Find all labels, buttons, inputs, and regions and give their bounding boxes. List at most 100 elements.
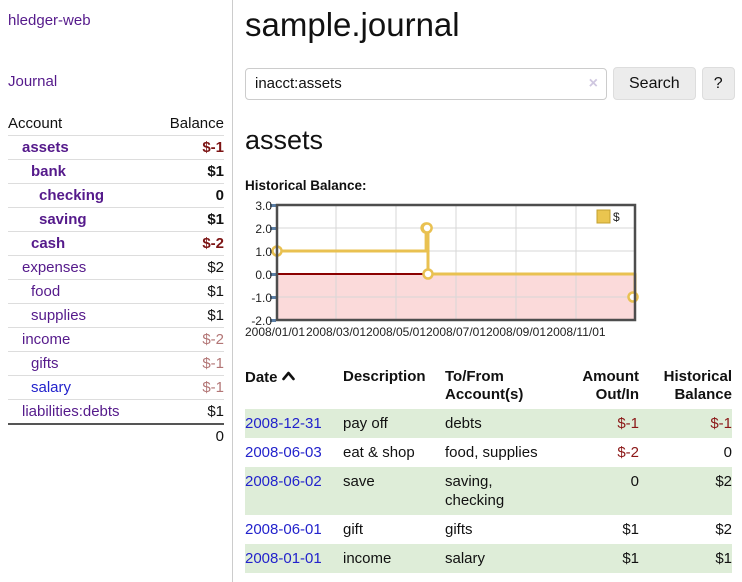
account-balance: 0	[153, 183, 224, 208]
account-link-expenses[interactable]: expenses	[22, 259, 87, 276]
svg-text:2008/11/01: 2008/11/01	[546, 325, 605, 339]
chart-title: Historical Balance:	[245, 178, 367, 193]
transaction-accounts: saving, checking	[445, 473, 505, 509]
account-link-assets[interactable]: assets	[22, 139, 69, 156]
transaction-accounts: food, supplies	[445, 444, 538, 461]
account-balance: $1	[153, 303, 224, 328]
account-balance: $-1	[153, 135, 224, 160]
clear-search-icon[interactable]: ×	[588, 74, 598, 92]
account-balance: $2	[153, 255, 224, 280]
transaction-description: pay off	[343, 415, 388, 432]
account-balance: $-1	[153, 375, 224, 400]
transaction-date-link[interactable]: 2008-12-31	[245, 415, 322, 432]
svg-text:1.0: 1.0	[255, 245, 272, 259]
account-balance: $1	[153, 279, 224, 304]
transaction-description: save	[343, 473, 375, 490]
transaction-description: eat & shop	[343, 444, 415, 461]
search-input[interactable]	[245, 67, 607, 100]
account-row: bank $1	[8, 159, 224, 184]
account-row: cash $-2	[8, 231, 224, 256]
header-historical-balance: Historical Balance	[663, 368, 732, 403]
register-header-row: Date Description To/From Account(s) Amou…	[245, 365, 732, 409]
svg-text:-2.0: -2.0	[251, 314, 272, 328]
transaction-date-link[interactable]: 2008-06-02	[245, 473, 322, 490]
account-link-salary[interactable]: salary	[31, 379, 72, 396]
help-button[interactable]: ?	[701, 67, 735, 100]
account-balance: $1	[153, 159, 224, 184]
transaction-date-link[interactable]: 2008-06-01	[245, 521, 322, 538]
svg-text:0.0: 0.0	[255, 268, 272, 282]
account-row: liabilities:debts $1	[8, 399, 224, 424]
account-link-supplies[interactable]: supplies	[31, 307, 87, 324]
header-amount-outin: Amount Out/In	[582, 368, 639, 403]
balance-chart: $ 3.0 2.0 1.0 0.0 -1.0 -2.0 2008/01/01 2…	[245, 199, 742, 345]
account-row: saving $1	[8, 207, 224, 232]
account-balance: $-1	[153, 351, 224, 376]
svg-text:2.0: 2.0	[255, 222, 272, 236]
register-table: Date Description To/From Account(s) Amou…	[245, 365, 732, 573]
nav-journal-link[interactable]: Journal	[8, 73, 58, 90]
transaction-balance: $2	[715, 473, 732, 490]
legend-label: $	[613, 210, 620, 224]
svg-text:-1.0: -1.0	[251, 291, 272, 305]
legend-swatch	[596, 209, 611, 224]
account-balance: $1	[153, 399, 224, 424]
accounts-total-row: 0	[8, 423, 224, 448]
svg-text:3.0: 3.0	[255, 199, 272, 213]
transaction-row: 2008-06-03 eat & shop food, supplies $-2…	[245, 438, 732, 467]
account-row: supplies $1	[8, 303, 224, 328]
header-description: Description	[343, 368, 426, 385]
transaction-amount: $1	[622, 521, 639, 538]
transaction-accounts: salary	[445, 550, 486, 567]
account-link-income[interactable]: income	[22, 331, 71, 348]
account-link-bank[interactable]: bank	[31, 163, 67, 180]
transaction-accounts: debts	[445, 415, 482, 432]
transaction-description: gift	[343, 521, 364, 538]
accounts-table: Account Balance assets $-1 bank $1 check…	[8, 112, 224, 448]
transaction-amount: 0	[630, 473, 639, 490]
svg-text:2008/07/01: 2008/07/01	[426, 325, 486, 339]
account-link-cash[interactable]: cash	[31, 235, 66, 252]
account-link-liabilities-debts[interactable]: liabilities:debts	[22, 403, 120, 420]
app-brand-link[interactable]: hledger-web	[8, 12, 91, 29]
transaction-balance: 0	[723, 444, 732, 461]
sidebar: hledger-web Journal Account Balance asse…	[0, 0, 233, 582]
header-tofrom-accounts: To/From Account(s)	[445, 368, 524, 403]
transaction-row: 2008-06-01 gift gifts $1 $2	[245, 515, 732, 544]
transaction-row: 2008-01-01 income salary $1 $1	[245, 544, 732, 573]
search-form: × Search ?	[245, 67, 742, 100]
account-link-gifts[interactable]: gifts	[31, 355, 59, 372]
transaction-balance: $1	[715, 550, 732, 567]
balance-chart-svg: $ 3.0 2.0 1.0 0.0 -1.0 -2.0 2008/01/01 2…	[245, 199, 639, 339]
account-link-checking[interactable]: checking	[39, 187, 105, 204]
transaction-amount: $-1	[617, 415, 639, 432]
account-row: checking 0	[8, 183, 224, 208]
svg-text:2008/03/01: 2008/03/01	[306, 325, 366, 339]
plot-border	[275, 203, 637, 322]
account-balance: $-2	[153, 231, 224, 256]
sort-ascending-icon	[281, 368, 295, 386]
search-button[interactable]: Search	[613, 67, 696, 100]
account-row: gifts $-1	[8, 351, 224, 376]
transaction-description: income	[343, 550, 392, 567]
accounts-total: 0	[153, 423, 224, 448]
transaction-balance: $2	[715, 521, 732, 538]
account-link-food[interactable]: food	[31, 283, 61, 300]
main-content: sample.journal × Search ? assets Histori…	[233, 0, 742, 582]
transaction-date-link[interactable]: 2008-01-01	[245, 550, 322, 567]
transaction-row: 2008-06-02 save saving, checking 0 $2	[245, 467, 732, 515]
account-link-saving[interactable]: saving	[39, 211, 87, 228]
accounts-header-row: Account Balance	[8, 112, 224, 136]
transaction-date-link[interactable]: 2008-06-03	[245, 444, 322, 461]
transaction-balance: $-1	[710, 415, 732, 432]
account-balance: $1	[153, 207, 224, 232]
transaction-accounts: gifts	[445, 521, 473, 538]
account-balance: $-2	[153, 327, 224, 352]
header-date[interactable]: Date	[245, 365, 343, 409]
accounts-header-account: Account	[8, 115, 63, 132]
svg-text:2008/05/01: 2008/05/01	[366, 325, 426, 339]
y-axis-labels: 3.0 2.0 1.0 0.0 -1.0 -2.0	[251, 199, 272, 328]
account-row: expenses $2	[8, 255, 224, 280]
register-account-heading: assets	[245, 125, 324, 155]
account-row: income $-2	[8, 327, 224, 352]
